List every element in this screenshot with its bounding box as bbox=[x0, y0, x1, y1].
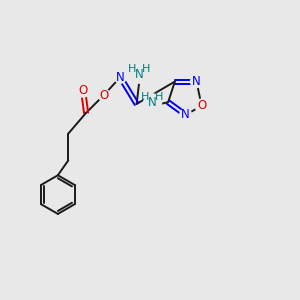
Text: H: H bbox=[155, 92, 163, 102]
Circle shape bbox=[180, 109, 192, 121]
Circle shape bbox=[76, 84, 90, 97]
Circle shape bbox=[190, 76, 202, 88]
Circle shape bbox=[131, 65, 148, 83]
Circle shape bbox=[144, 94, 161, 112]
Circle shape bbox=[195, 99, 208, 112]
Circle shape bbox=[114, 71, 126, 83]
Text: H: H bbox=[141, 92, 149, 102]
Text: N: N bbox=[135, 68, 144, 81]
Text: N: N bbox=[192, 75, 201, 88]
Circle shape bbox=[98, 89, 110, 101]
Text: N: N bbox=[181, 108, 190, 122]
Text: N: N bbox=[116, 71, 125, 84]
Text: O: O bbox=[197, 99, 206, 112]
Text: O: O bbox=[79, 84, 88, 97]
Text: H: H bbox=[142, 64, 150, 74]
Text: H: H bbox=[128, 64, 136, 74]
Text: N: N bbox=[148, 96, 157, 109]
Text: O: O bbox=[99, 88, 109, 101]
